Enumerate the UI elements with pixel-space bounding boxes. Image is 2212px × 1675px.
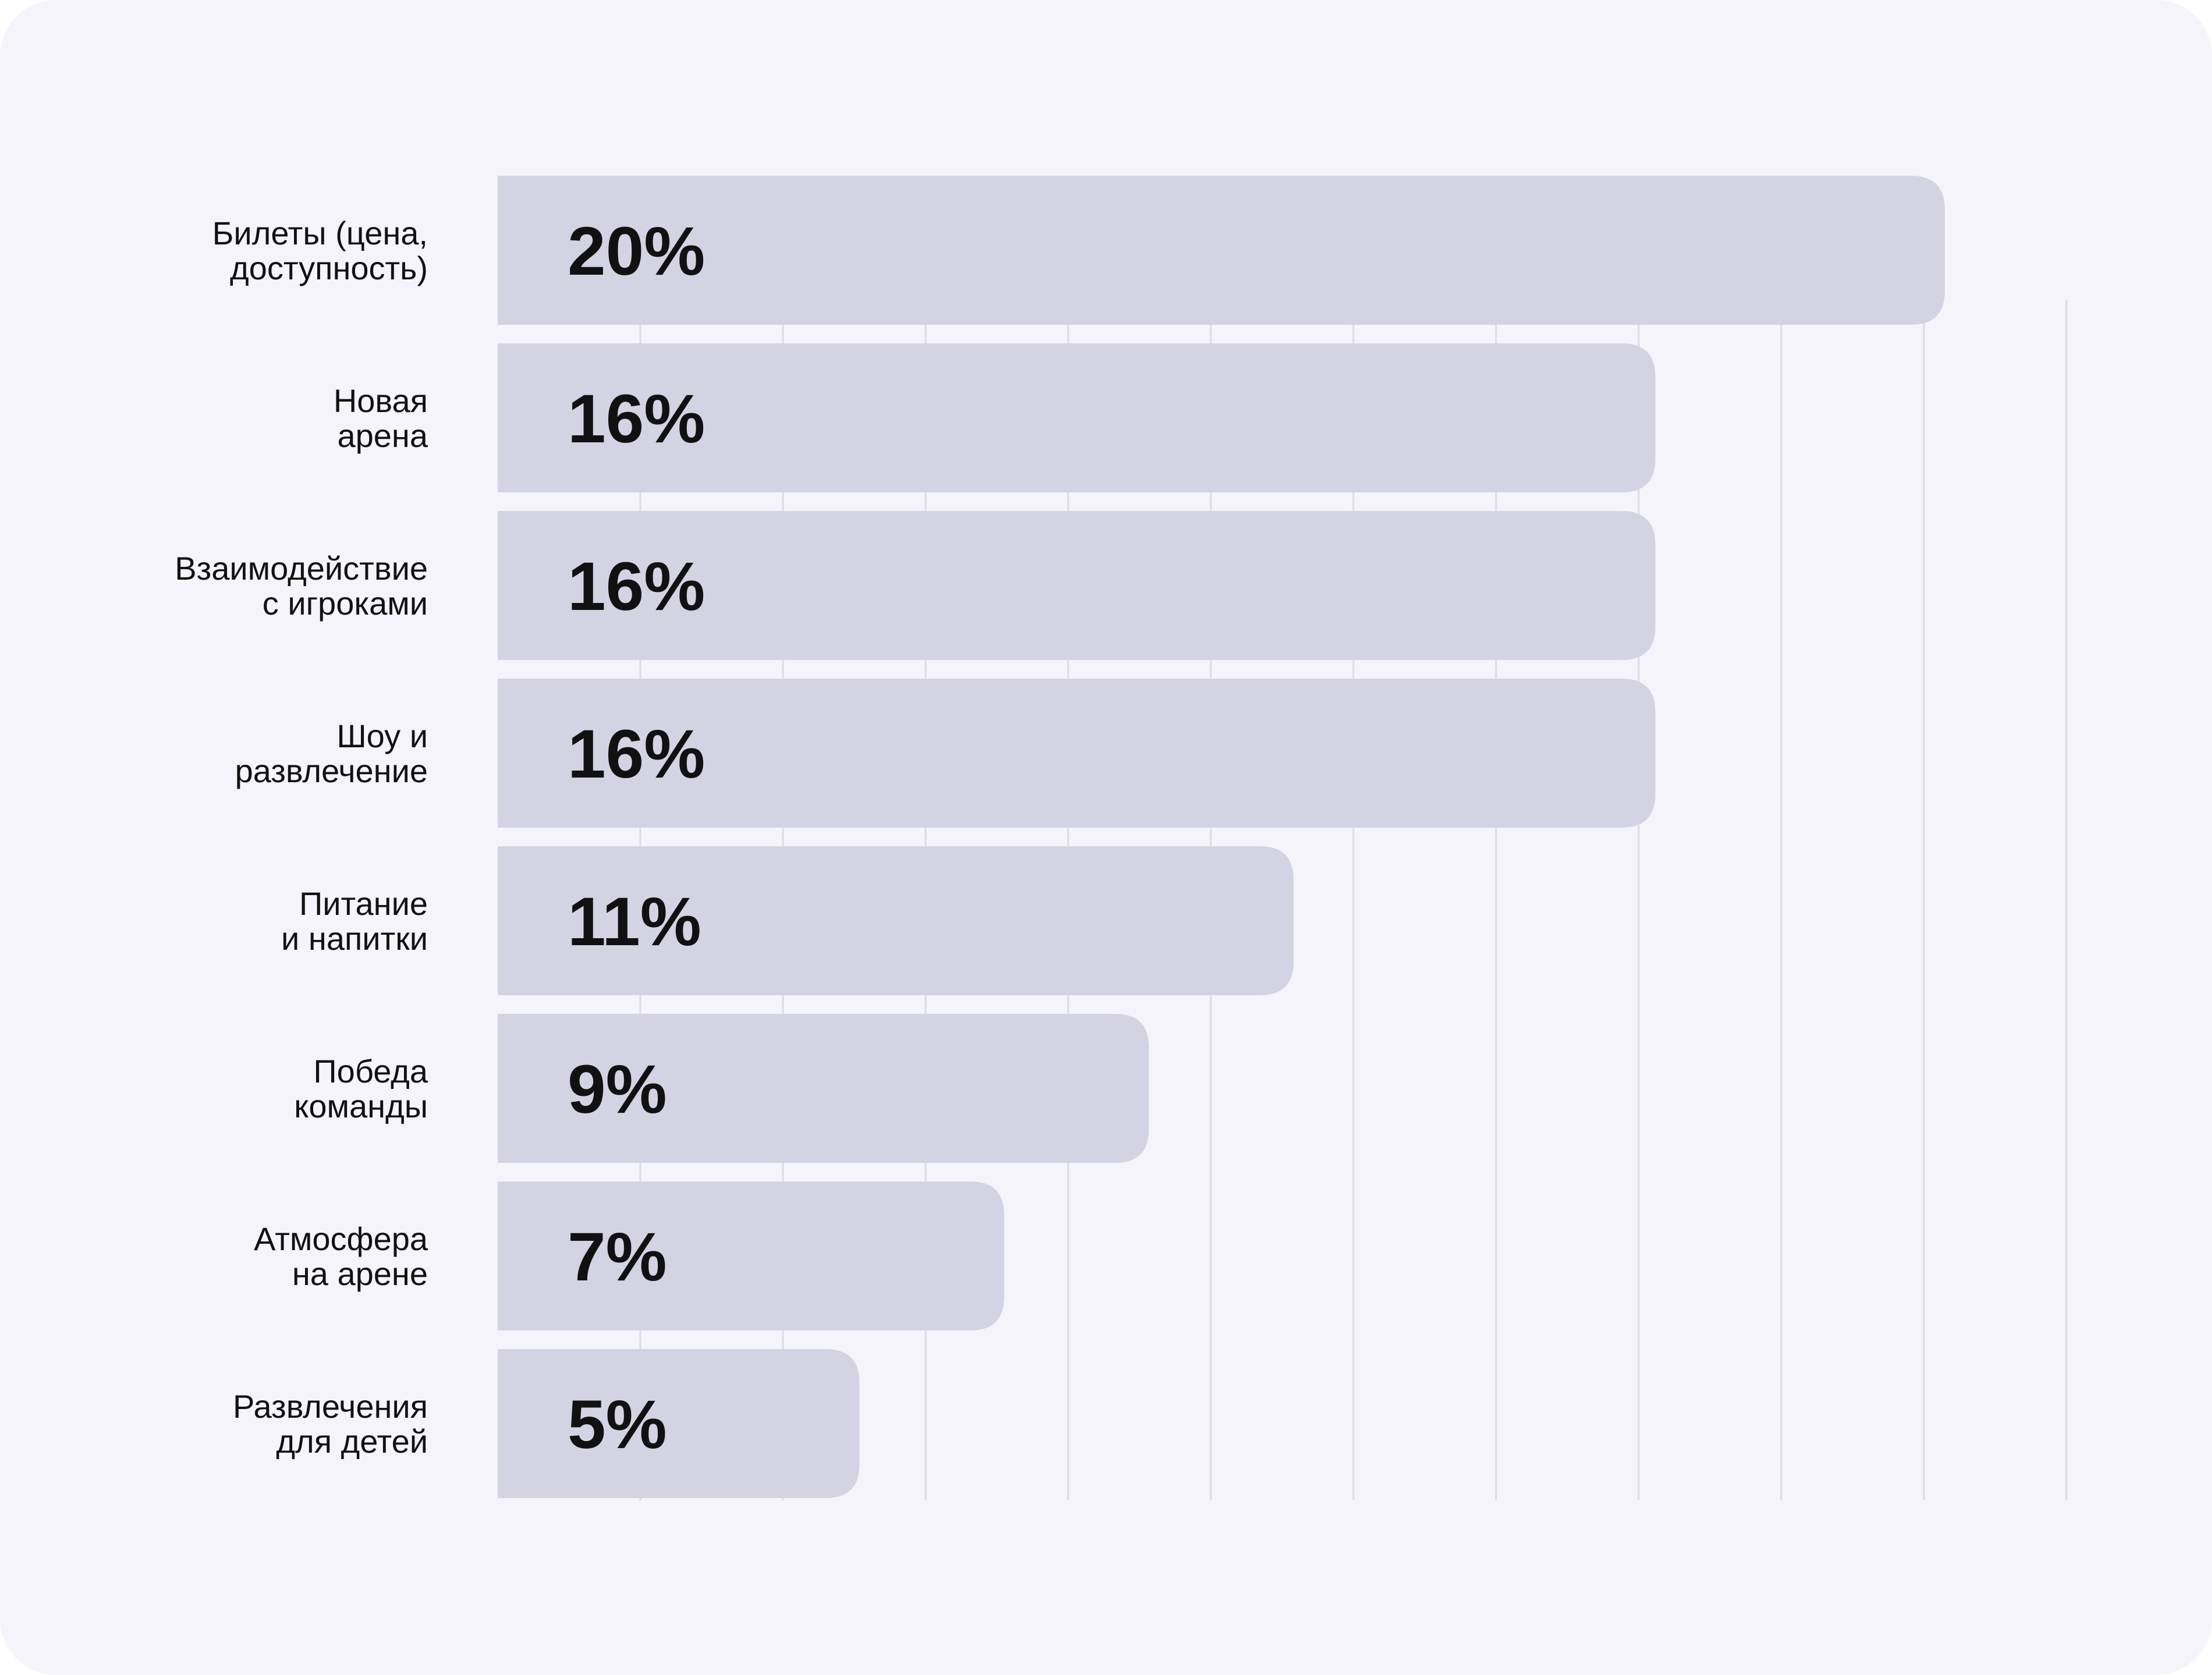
bar [498,511,1656,660]
value-label: 16% [568,716,705,793]
category-label: Шоу и развлечение [235,718,428,789]
bar [498,343,1656,492]
bar [498,846,1294,995]
category-label-line: арена [337,417,428,454]
category-label: Питание и напитки [281,885,428,957]
category-label-line: и напитки [281,920,428,957]
category-label-line: Питание [299,885,428,922]
bar [498,679,1656,828]
bar [498,1181,1005,1330]
value-label: 16% [568,381,705,457]
category-label-line: Взаимодействие [175,550,428,587]
category-label: Билеты (цена, доступность) [212,215,428,286]
bar-row: 9% Победа команды [294,1014,1149,1163]
value-label: 20% [568,213,705,290]
category-label: Развлечения для детей [233,1388,428,1460]
category-label-line: на арене [292,1255,428,1292]
bar-row: 16% Шоу и развлечение [235,679,1656,828]
category-label-line: Победа [313,1053,428,1090]
category-label: Атмосфера на арене [254,1220,428,1292]
category-label-line: Шоу и [336,718,428,754]
bar-row: 20% Билеты (цена, доступность) [212,176,1945,325]
bar [498,1014,1149,1163]
category-label-line: Билеты (цена, [212,215,428,251]
category-label: Победа команды [294,1053,428,1124]
value-label: 11% [568,883,701,960]
bar-row: 11% Питание и напитки [281,846,1294,995]
category-label-line: команды [294,1088,428,1124]
category-label-line: Атмосфера [254,1220,428,1257]
bar [498,1349,860,1498]
category-label-line: развлечение [235,753,428,789]
bar [498,176,1945,325]
category-label: Взаимодействие с игроками [175,550,428,622]
category-label-line: с игроками [263,585,428,622]
bar-row: 7% Атмосфера на арене [254,1181,1005,1330]
category-label-line: Новая [334,382,428,419]
category-label-line: Развлечения [233,1388,428,1425]
bar-row: 16% Взаимодействие с игроками [175,511,1656,660]
bar-row: 5% Развлечения для детей [233,1349,860,1498]
value-label: 7% [568,1219,667,1296]
bar-row: 16% Новая арена [334,343,1656,492]
category-label-line: доступность) [230,250,428,286]
value-label: 5% [568,1386,667,1463]
value-label: 16% [568,548,705,625]
category-label: Новая арена [334,382,428,454]
category-label-line: для детей [276,1423,428,1460]
value-label: 9% [568,1051,667,1128]
